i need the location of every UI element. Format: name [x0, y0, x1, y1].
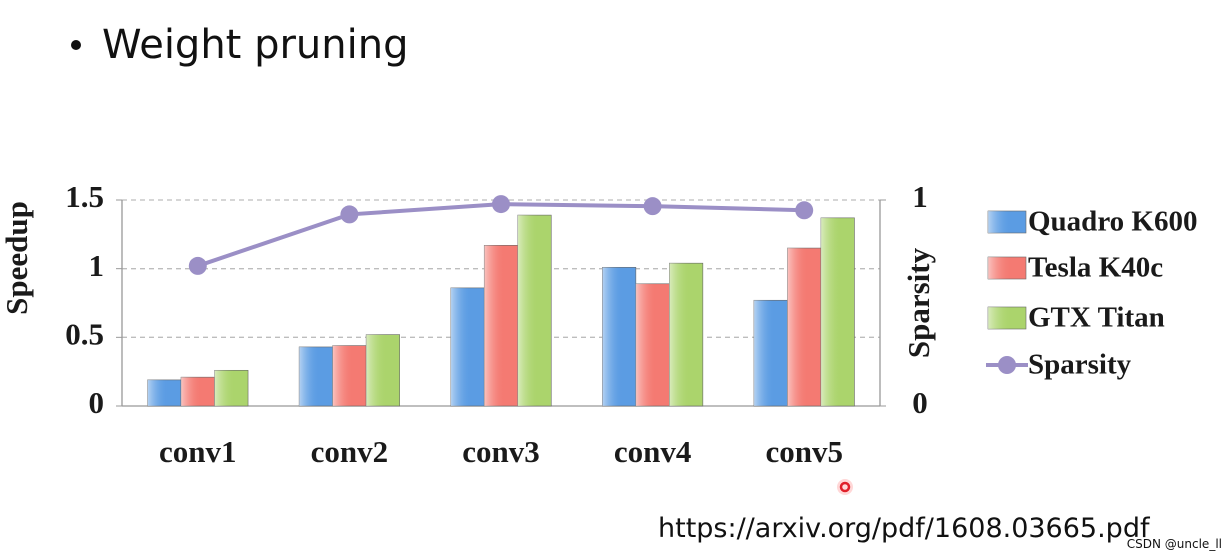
y2-tick-label: 1 [912, 179, 928, 214]
y-tick-label: 0 [89, 385, 105, 420]
bar-shine [366, 334, 400, 406]
legend-shine [988, 211, 1026, 233]
legend-label: Tesla K40c [1028, 252, 1163, 284]
bar-shine [517, 215, 552, 406]
sparsity-point [492, 195, 510, 214]
sparsity-point [340, 205, 359, 224]
legend-shine [988, 307, 1026, 329]
bar-shine [753, 300, 788, 406]
bar-shine [635, 283, 670, 406]
x-tick-label: conv5 [765, 434, 843, 469]
y2-axis-label: Sparsity [901, 247, 936, 358]
bar-shine [820, 217, 855, 406]
cursor-dot [839, 481, 851, 493]
sparsity-point [795, 201, 814, 220]
y-tick-label: 1.5 [65, 179, 104, 214]
bar-shine [484, 245, 518, 406]
slide-heading: Weight pruning [102, 22, 408, 68]
bar-shine [450, 287, 485, 406]
x-tick-label: conv3 [462, 434, 540, 469]
y-tick-label: 1 [89, 248, 105, 283]
bar-shine [787, 248, 821, 406]
bar-shine [299, 346, 333, 406]
bar-shine [214, 370, 249, 406]
sparsity-point [643, 197, 662, 216]
x-tick-label: conv4 [614, 434, 692, 469]
bar-shine [147, 379, 182, 406]
x-tick-label: conv1 [159, 434, 237, 469]
source-url: https://arxiv.org/pdf/1608.03665.pdf [658, 513, 1151, 544]
cursor-highlight [837, 479, 853, 495]
y-axis-label: Speedup [0, 201, 34, 315]
legend-shine [988, 257, 1026, 279]
y2-tick-label: 0 [912, 385, 928, 420]
legend-label: Sparsity [1028, 349, 1132, 381]
bar-shine [332, 345, 367, 406]
bullet [71, 40, 81, 50]
y-tick-label: 0.5 [65, 316, 104, 351]
bar-shine [602, 267, 636, 406]
sparsity-point [188, 256, 207, 275]
legend-marker [998, 356, 1016, 374]
bar-shine [669, 263, 703, 406]
legend-label: GTX Titan [1028, 302, 1165, 334]
watermark: CSDN @uncle_ll [1127, 537, 1222, 551]
bar-shine [181, 377, 215, 406]
x-tick-label: conv2 [311, 434, 389, 469]
legend-label: Quadro K600 [1028, 206, 1197, 238]
